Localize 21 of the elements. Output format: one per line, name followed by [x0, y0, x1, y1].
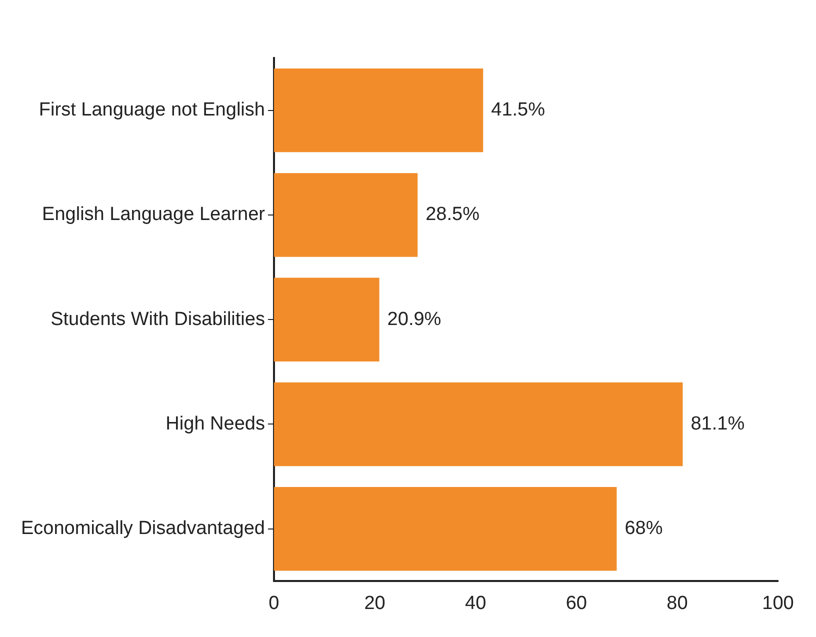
bar: [274, 487, 617, 571]
bar: [274, 278, 380, 362]
data-label: 81.1%: [690, 413, 745, 434]
data-label: 20.9%: [387, 308, 442, 330]
bar: [274, 68, 484, 152]
data-label: 68%: [624, 518, 663, 540]
x-tick-label: 20: [364, 592, 386, 614]
y-tick-label: Economically Disadvantaged: [21, 518, 265, 540]
data-label: 28.5%: [426, 204, 480, 226]
data-label: 41.5%: [491, 100, 546, 121]
y-tick-label: English Language Learner: [42, 204, 266, 226]
y-tick-label: Students With Disabilities: [50, 308, 265, 330]
x-tick-label: 60: [566, 592, 587, 614]
x-tick-label: 40: [465, 592, 486, 614]
y-tick-label: First Language not English: [38, 100, 265, 121]
bar: [274, 173, 418, 257]
y-tick-label: High Needs: [166, 413, 265, 434]
bar: [274, 382, 683, 466]
x-tick-label: 100: [762, 592, 794, 614]
x-tick-label: 0: [268, 592, 280, 614]
x-tick-label: 80: [666, 592, 688, 614]
